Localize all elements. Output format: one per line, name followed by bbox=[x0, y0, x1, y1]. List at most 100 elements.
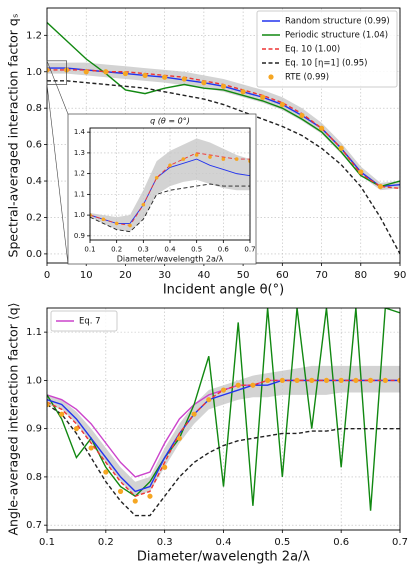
x-tick-label: 0.5 bbox=[274, 537, 290, 548]
x-tick-label: 10 bbox=[80, 270, 93, 281]
x-tick-label: 0.4 bbox=[216, 537, 232, 548]
rte-point bbox=[114, 221, 119, 226]
legend-label: Eq. 10 (1.00) bbox=[285, 45, 340, 55]
y-tick-label: 1.3 bbox=[74, 149, 85, 157]
x-tick-label: 40 bbox=[198, 270, 211, 281]
plot-frame bbox=[46, 307, 401, 531]
rte-point bbox=[154, 175, 159, 180]
legend-label: Random structure (0.99) bbox=[285, 17, 390, 27]
rte-point bbox=[353, 377, 359, 383]
y-tick-label: 1.0 bbox=[26, 67, 42, 78]
x-tick-label: 80 bbox=[354, 270, 367, 281]
y-tick-label: 0.0 bbox=[26, 249, 42, 260]
x-tick-label: 0.2 bbox=[111, 245, 122, 253]
rte-point bbox=[168, 163, 172, 168]
x-axis-label: Incident angle θ(°) bbox=[163, 283, 284, 298]
rte-point bbox=[122, 70, 129, 77]
rte-point bbox=[377, 183, 383, 190]
rte-point bbox=[206, 397, 212, 403]
rte-point bbox=[221, 157, 226, 161]
y-tick-label: 0.6 bbox=[26, 140, 42, 151]
x-tick-label: 0.6 bbox=[218, 245, 230, 253]
rte-point bbox=[88, 445, 94, 451]
rte-point bbox=[73, 426, 80, 432]
x-tick-label: 0.1 bbox=[84, 245, 95, 253]
rte-point bbox=[181, 157, 186, 161]
x-tick-label: 0.2 bbox=[98, 537, 114, 548]
rte-point bbox=[338, 377, 344, 383]
legend-label: Eq. 7 bbox=[79, 317, 101, 327]
x-tick-label: 20 bbox=[119, 270, 132, 281]
x-tick-label: 0.5 bbox=[191, 245, 202, 253]
x-tick-label: 50 bbox=[237, 270, 250, 281]
y-axis-label: Spectral-averaged interaction factor qₛ bbox=[6, 14, 21, 258]
rte-point bbox=[162, 464, 168, 470]
rte-point bbox=[265, 377, 271, 383]
series-line bbox=[47, 308, 400, 511]
chart: 0.1 0.2 0.3 0.4 0.5 0.6 0.7 0.7 0.8 0.9 1.0 1.1 Diam… bbox=[6, 302, 408, 564]
x-tick-label: 0.3 bbox=[157, 537, 173, 548]
rte-point bbox=[103, 469, 109, 475]
x-tick-label: 0.6 bbox=[333, 537, 349, 548]
x-tick-label: 60 bbox=[276, 270, 289, 281]
y-tick-label: 1.2 bbox=[74, 170, 85, 178]
rte-point bbox=[142, 72, 148, 78]
uncertainty-band bbox=[90, 138, 250, 232]
y-tick-label: 0.8 bbox=[26, 103, 42, 114]
y-tick-label: 0.8 bbox=[26, 472, 42, 483]
rte-point bbox=[47, 401, 50, 408]
zoom-line bbox=[46, 60, 69, 115]
series-line bbox=[47, 403, 400, 517]
rte-point bbox=[309, 377, 315, 383]
legend-box bbox=[50, 310, 118, 332]
rte-point bbox=[338, 145, 344, 151]
zoom-box bbox=[46, 60, 67, 85]
rte-point bbox=[235, 382, 241, 388]
rte-point bbox=[117, 488, 124, 494]
rte-point bbox=[220, 387, 227, 393]
inset-title: q (θ = 0°) bbox=[150, 117, 190, 126]
rte-point bbox=[208, 155, 212, 159]
rte-point bbox=[367, 377, 374, 383]
y-tick-label: 1.0 bbox=[74, 211, 85, 219]
rte-point bbox=[358, 169, 364, 175]
plot-frame bbox=[89, 127, 251, 241]
y-tick-label: 0.7 bbox=[26, 520, 42, 531]
x-tick-label: 90 bbox=[394, 270, 407, 281]
x-tick-label: 0.4 bbox=[164, 245, 176, 253]
rte-point bbox=[260, 94, 266, 100]
y-tick-label: 1.4 bbox=[74, 128, 86, 136]
x-tick-label: 0.7 bbox=[244, 245, 255, 253]
y-axis-label: Angle-averaged interaction factor ⟨q⟩ bbox=[6, 302, 21, 535]
y-tick-label: 1.1 bbox=[74, 190, 85, 198]
rte-point bbox=[220, 83, 227, 89]
rte-point bbox=[201, 80, 207, 86]
rte-point bbox=[234, 157, 239, 161]
legend-box bbox=[256, 10, 398, 88]
x-axis-label: Diameter/wavelength 2a/λ bbox=[117, 255, 224, 264]
rte-point bbox=[318, 125, 325, 131]
y-tick-label: 0.9 bbox=[26, 424, 42, 435]
rte-point bbox=[279, 101, 285, 108]
plot bbox=[47, 308, 400, 517]
y-tick-label: 1.2 bbox=[26, 30, 42, 41]
x-tick-label: 0.1 bbox=[39, 537, 55, 548]
rte-point bbox=[240, 89, 246, 95]
rte-point bbox=[101, 217, 106, 222]
legend-marker bbox=[268, 74, 274, 80]
rte-point bbox=[250, 382, 256, 388]
plot bbox=[47, 22, 400, 255]
rte-point bbox=[47, 67, 50, 73]
y-tick-label: 0.4 bbox=[26, 176, 42, 187]
rte-point bbox=[147, 493, 153, 499]
chart: 0.1 0.2 0.3 0.4 0.5 0.6 0.7 0.9 1.0 1.1 1.2 1.3 1.4 q… bbox=[46, 60, 257, 265]
x-tick-label: 70 bbox=[315, 270, 328, 281]
rte-point bbox=[279, 377, 285, 383]
rte-point bbox=[83, 69, 89, 75]
rte-point bbox=[132, 498, 138, 504]
rte-point bbox=[194, 153, 199, 157]
legend: Random structure (0.99) Periodic structur… bbox=[256, 10, 398, 88]
rte-point bbox=[294, 377, 300, 383]
y-tick-label: 1.0 bbox=[26, 375, 42, 386]
